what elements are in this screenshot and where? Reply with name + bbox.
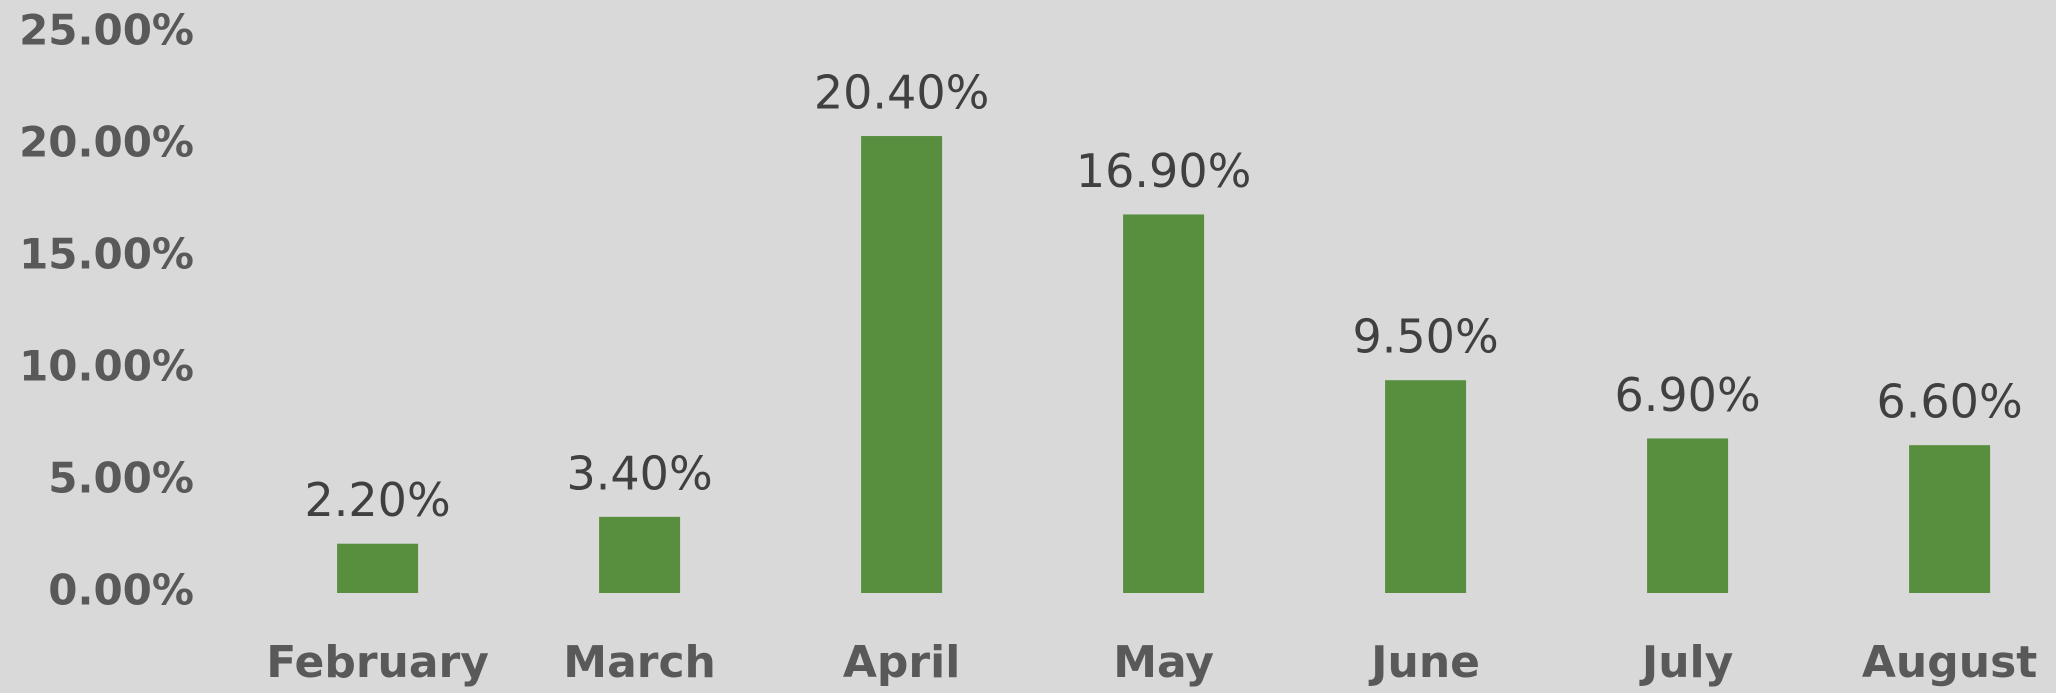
y-tick-label: 25.00% xyxy=(19,6,194,55)
bar xyxy=(337,543,419,593)
bar xyxy=(1909,445,1991,593)
y-tick-label: 15.00% xyxy=(19,230,194,279)
x-tick-label: August xyxy=(1862,637,2037,688)
bar xyxy=(1647,438,1729,593)
bar xyxy=(861,136,943,594)
x-tick-label: March xyxy=(563,637,716,688)
data-label: 16.90% xyxy=(1076,144,1251,198)
data-label: 9.50% xyxy=(1353,310,1499,364)
x-tick-label: February xyxy=(266,637,489,688)
data-label: 20.40% xyxy=(814,66,989,120)
data-label: 2.20% xyxy=(305,473,451,527)
bar xyxy=(1385,380,1467,593)
data-label: 6.60% xyxy=(1877,375,2023,429)
bar xyxy=(1123,214,1205,593)
x-tick-label: June xyxy=(1368,637,1480,688)
y-tick-label: 0.00% xyxy=(48,566,194,615)
data-label: 6.90% xyxy=(1615,368,1761,422)
y-tick-label: 5.00% xyxy=(48,454,194,503)
bar xyxy=(599,516,681,593)
y-tick-label: 20.00% xyxy=(19,118,194,167)
data-label: 3.40% xyxy=(567,446,713,500)
x-tick-label: May xyxy=(1113,637,1214,688)
x-tick-label: April xyxy=(843,637,960,688)
x-tick-label: July xyxy=(1639,637,1733,688)
y-tick-label: 10.00% xyxy=(19,342,194,391)
